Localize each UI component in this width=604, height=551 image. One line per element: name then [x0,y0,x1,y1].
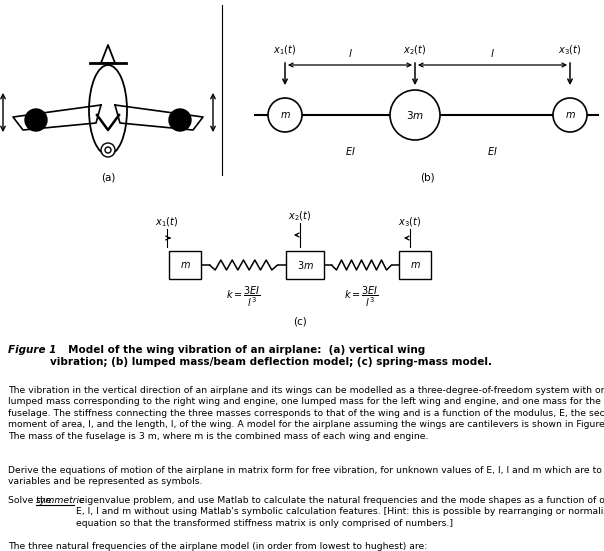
Circle shape [105,147,111,153]
Text: $3m$: $3m$ [297,259,313,271]
Text: $k=\dfrac{3EI}{l^3}$: $k=\dfrac{3EI}{l^3}$ [226,284,261,309]
Circle shape [169,109,191,131]
Bar [286,251,324,279]
Text: $EI$: $EI$ [345,145,355,157]
Ellipse shape [89,65,127,155]
Text: $x_2(t)$: $x_2(t)$ [288,209,312,223]
Text: $m$: $m$ [280,110,291,120]
Text: Solve the: Solve the [8,496,54,505]
Circle shape [101,143,115,157]
Circle shape [268,98,302,132]
Text: $x_3(t)$: $x_3(t)$ [399,215,422,229]
Text: $l$: $l$ [490,47,495,59]
Text: (c): (c) [293,317,307,327]
Text: $m$: $m$ [410,260,420,270]
Polygon shape [115,105,203,130]
Text: $l$: $l$ [347,47,352,59]
Polygon shape [13,105,101,130]
Text: Derive the equations of motion of the airplane in matrix form for free vibration: Derive the equations of motion of the ai… [8,466,604,487]
Text: symmetric: symmetric [36,496,85,505]
Text: Model of the wing vibration of an airplane:  (a) vertical wing
vibration; (b) lu: Model of the wing vibration of an airpla… [50,345,492,366]
Text: $m$: $m$ [179,260,190,270]
Text: The vibration in the vertical direction of an airplane and its wings can be mode: The vibration in the vertical direction … [8,386,604,441]
Circle shape [553,98,587,132]
Text: Figure 1: Figure 1 [8,345,56,355]
Bar [169,251,201,279]
Text: eigenvalue problem, and use Matlab to calculate the natural frequencies and the : eigenvalue problem, and use Matlab to ca… [76,496,604,528]
Text: (b): (b) [420,173,435,183]
Text: $k=\dfrac{3EI}{l^3}$: $k=\dfrac{3EI}{l^3}$ [344,284,379,309]
Text: $3m$: $3m$ [406,109,424,121]
Circle shape [390,90,440,140]
Text: $x_1(t)$: $x_1(t)$ [274,44,297,57]
Text: $x_1(t)$: $x_1(t)$ [155,215,179,229]
Text: The three natural frequencies of the airplane model (in order from lowest to hug: The three natural frequencies of the air… [8,542,428,551]
Text: $x_2(t)$: $x_2(t)$ [403,44,426,57]
Text: (a): (a) [101,173,115,183]
Text: $x_3(t)$: $x_3(t)$ [558,44,582,57]
Bar [399,251,431,279]
Text: $m$: $m$ [565,110,576,120]
Circle shape [25,109,47,131]
Text: $EI$: $EI$ [487,145,498,157]
